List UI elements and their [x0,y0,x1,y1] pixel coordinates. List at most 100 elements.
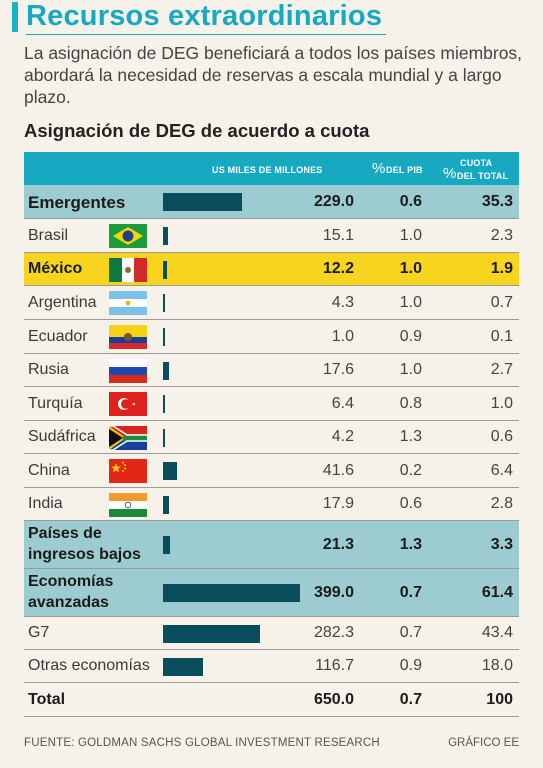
pib-value: 0.9 [399,327,422,345]
table-row: Argentina 4.3 1.0 0.7 [24,286,519,320]
row-label: Sudáfrica [28,428,96,445]
value-bar [163,193,242,211]
cuota-value: 2.8 [490,495,513,512]
header-pib-percent: % [372,160,386,177]
table-row: India 17.9 0.6 2.8 [24,488,519,521]
chart-title: Asignación de DEG de acuerdo a cuota [24,120,370,141]
row-label: Rusia [28,361,69,378]
usd-value: 229.0 [313,192,354,210]
header-usd: US MILES DE MILLONES [212,165,323,175]
cuota-value: 0.6 [490,428,513,445]
pib-value: 0.7 [399,690,422,708]
usd-value: 21.3 [322,535,354,553]
table-header: US MILES DE MILLONES % DEL PIB CUOTA % D… [24,152,519,185]
table-row: Economías avanzadas 399.0 0.7 61.4 [24,569,519,617]
value-bar [163,227,169,245]
table-row: China 41.6 0.2 6.4 [24,454,519,488]
row-label: Brasil [28,226,69,244]
usd-value: 17.6 [322,361,354,378]
value-bar [163,584,300,602]
pib-value: 0.8 [399,394,422,412]
cuota-value: 1.0 [490,394,513,412]
row-label: Turquía [28,394,83,412]
usd-value: 17.9 [322,495,354,512]
value-bar [163,294,165,312]
row-label: Total [28,690,66,708]
pib-value: 0.9 [399,657,422,674]
table-row: Sudáfrica 4.2 1.3 0.6 [24,421,519,454]
pib-value: 0.2 [399,461,422,479]
value-bar [163,657,204,676]
row-label: Países de ingresos bajos [28,525,141,563]
header-cuota-percent: % [443,165,457,182]
pib-value: 1.0 [399,293,422,311]
cuota-value: 2.7 [490,361,513,378]
cuota-value: 0.7 [490,293,513,311]
pib-value: 0.7 [399,624,422,641]
row-label: Emergentes [28,192,126,212]
table-row: Brasil 15.1 1.0 2.3 [24,219,519,253]
value-bar [163,624,260,643]
pib-value: 0.6 [399,495,422,512]
usd-value: 12.2 [322,260,354,277]
pib-value: 1.3 [399,428,422,445]
table-row: Países de ingresos bajos 21.3 1.3 3.3 [24,521,519,569]
table-row: Turquía 6.4 0.8 1.0 [24,387,519,421]
mexico-flag-icon [109,257,147,282]
row-label: Economías avanzadas [28,573,114,611]
table-row: Otras economías 116.7 0.9 18.0 [24,650,519,683]
usd-value: 4.3 [331,293,354,311]
page-subtitle: La asignación de DEG beneficiará a todos… [24,43,523,107]
usd-value: 41.6 [322,461,354,479]
header-cuota-top: CUOTA [460,158,493,168]
pib-value: 1.0 [399,226,422,244]
cuota-value: 2.3 [490,226,513,244]
row-label: India [28,495,63,512]
value-bar [163,361,170,380]
source-note: FUENTE: GOLDMAN SACHS GLOBAL INVESTMENT … [24,737,380,749]
pib-value: 1.0 [399,361,422,378]
value-bar [163,260,168,279]
row-label: Ecuador [28,327,88,345]
usd-value: 1.0 [331,327,354,345]
cuota-value: 0.1 [490,327,513,345]
value-bar [163,328,165,346]
usd-value: 282.3 [313,624,354,641]
cuota-value: 1.9 [490,260,513,277]
table-row: Emergentes 229.0 0.6 35.3 [24,185,519,219]
cuota-value: 3.3 [490,535,513,553]
row-label: México [28,260,83,277]
value-bar [163,395,166,413]
row-label: G7 [28,624,50,641]
value-bar [163,428,165,447]
table-row: Ecuador 1.0 0.9 0.1 [24,320,519,354]
cuota-value: 18.0 [481,657,513,674]
turkey-flag-icon [109,392,147,416]
cuota-value: 100 [486,690,513,708]
title-underline [26,34,386,35]
south-africa-flag-icon [109,425,147,450]
usd-value: 399.0 [313,583,354,601]
russia-flag-icon [109,358,147,383]
page-title: Recursos extraordinarios [26,0,383,32]
brazil-flag-icon [109,224,147,248]
usd-value: 6.4 [331,394,354,412]
row-label: China [28,461,70,479]
title-accent-bar [12,2,18,32]
ecuador-flag-icon [109,325,147,349]
argentina-flag-icon [109,291,147,315]
usd-value: 15.1 [322,226,354,244]
row-label: Argentina [28,293,97,311]
value-bar [163,495,170,514]
value-bar [163,536,171,554]
row-label: Otras economías [28,657,150,674]
table-row: México 12.2 1.0 1.9 [24,253,519,286]
table-row: Total 650.0 0.7 100 [24,683,519,717]
india-flag-icon [109,492,147,517]
cuota-value: 35.3 [481,192,513,210]
header-cuota: DEL TOTAL [457,171,509,181]
table-row: G7 282.3 0.7 43.4 [24,617,519,650]
header-pib: DEL PIB [386,165,423,175]
pib-value: 0.6 [399,192,422,210]
credit-note: GRÁFICO EE [448,737,519,749]
